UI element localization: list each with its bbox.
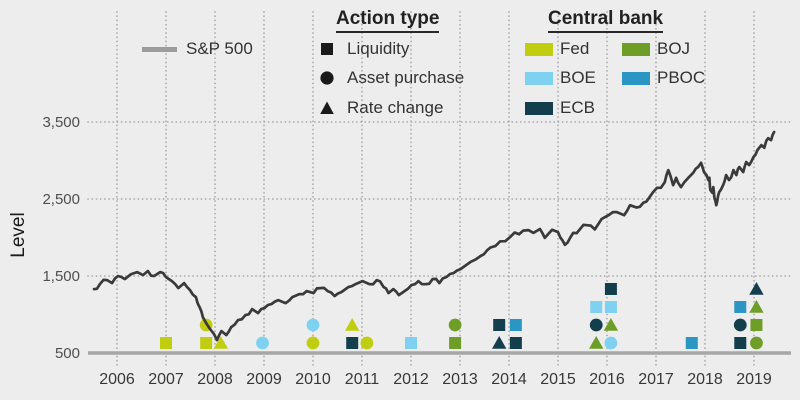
x-axis-tick-label: 2006 <box>99 371 135 388</box>
legend-item-liquidity: Liquidity <box>320 39 410 58</box>
x-axis-tick-label: 2017 <box>638 371 674 388</box>
fed-color-swatch <box>525 42 553 56</box>
marker-boe-liquidity <box>604 301 617 313</box>
legend-item-asset-purchase: Asset purchase <box>320 68 465 87</box>
marker-boe-asset-purchase <box>256 336 269 350</box>
y-axis-tick-label: 500 <box>54 345 80 362</box>
liquidity-square-icon <box>321 43 333 55</box>
marker-fed-asset-purchase <box>360 336 374 350</box>
y-axis-tick-label: 3,500 <box>42 114 80 131</box>
gridlines <box>87 11 791 369</box>
marker-ecb-liquidity <box>493 319 506 331</box>
marker-fed-asset-purchase <box>306 336 320 350</box>
marker-boe-liquidity <box>590 301 603 313</box>
ecb-color-swatch <box>525 101 553 115</box>
y-axis-tick-label: 1,500 <box>42 268 80 285</box>
x-axis-tick-label: 2009 <box>246 371 282 388</box>
marker-pboc-liquidity <box>685 337 698 349</box>
marker-boj-asset-purchase <box>448 318 462 332</box>
marker-boe-liquidity <box>405 337 417 349</box>
x-axis-tick-label: 2007 <box>148 371 184 388</box>
marker-boe-asset-purchase <box>604 336 618 350</box>
legend-item-boe: BOE <box>525 68 596 87</box>
x-axis-tick-label: 2014 <box>491 371 527 388</box>
pboc-label: PBOC <box>657 68 706 87</box>
sp500-legend: S&P 500 <box>142 39 253 58</box>
x-axis-tick-label: 2011 <box>344 371 380 388</box>
marker-boj-rate-change <box>589 336 604 349</box>
legend-item-pboc: PBOC <box>622 68 706 87</box>
x-axis-tick-label: 2018 <box>687 371 723 388</box>
marker-fed-liquidity <box>200 337 213 349</box>
marker-boj-asset-purchase <box>750 336 763 350</box>
marker-ecb-liquidity <box>734 337 747 349</box>
marker-fed-rate-change <box>345 318 360 331</box>
central-bank-legend-title: Central bank <box>548 8 664 33</box>
asset-purchase-circle-icon <box>320 71 334 85</box>
boe-color-swatch <box>525 71 553 85</box>
marker-fed-liquidity <box>160 337 172 349</box>
marker-boe-asset-purchase <box>306 318 320 332</box>
legend-item-ecb: ECB <box>525 98 595 117</box>
marker-boj-liquidity <box>750 319 763 331</box>
marker-ecb-liquidity <box>509 337 522 349</box>
x-axis-tick-label: 2016 <box>589 371 625 388</box>
policy-action-markers <box>160 282 764 350</box>
x-axis-tick-label: 2012 <box>393 371 429 388</box>
x-axis-tick-label: 2015 <box>540 371 576 388</box>
asset-purchase-label: Asset purchase <box>347 68 465 87</box>
sp500-legend-label: S&P 500 <box>186 39 253 58</box>
marker-boj-liquidity <box>449 337 462 349</box>
marker-ecb-liquidity <box>346 337 359 349</box>
fed-label: Fed <box>560 39 590 58</box>
legend-item-rate-change: Rate change <box>320 98 444 117</box>
rate-change-label: Rate change <box>347 98 444 117</box>
boj-label: BOJ <box>657 39 691 58</box>
marker-fed-rate-change <box>213 336 229 349</box>
marker-boj-rate-change <box>749 300 764 313</box>
marker-ecb-asset-purchase <box>733 318 747 332</box>
marker-pboc-liquidity <box>734 301 747 313</box>
liquidity-label: Liquidity <box>347 39 410 58</box>
boe-label: BOE <box>560 68 596 87</box>
x-axis-tick-label: 2008 <box>197 371 233 388</box>
marker-boj-rate-change <box>603 318 619 331</box>
marker-ecb-asset-purchase <box>589 318 603 332</box>
marker-ecb-rate-change <box>492 336 507 349</box>
action-type-legend-title: Action type <box>336 8 440 33</box>
marker-pboc-liquidity <box>509 319 522 331</box>
pboc-color-swatch <box>622 71 650 85</box>
x-axis-tick-label: 2013 <box>442 371 478 388</box>
sp500-line-swatch <box>142 46 177 52</box>
y-axis-tick-label: 2,500 <box>42 191 80 208</box>
marker-ecb-rate-change <box>749 282 764 295</box>
marker-ecb-liquidity <box>604 283 617 295</box>
x-axis-tick-label: 2019 <box>736 371 772 388</box>
x-axis-tick-label: 2010 <box>295 371 331 388</box>
legend-item-boj: BOJ <box>622 39 691 58</box>
sp500-line <box>92 130 776 342</box>
boj-color-swatch <box>622 42 650 56</box>
ecb-label: ECB <box>560 98 595 117</box>
legend-item-fed: Fed <box>525 39 590 58</box>
rate-change-triangle-icon <box>320 101 334 114</box>
